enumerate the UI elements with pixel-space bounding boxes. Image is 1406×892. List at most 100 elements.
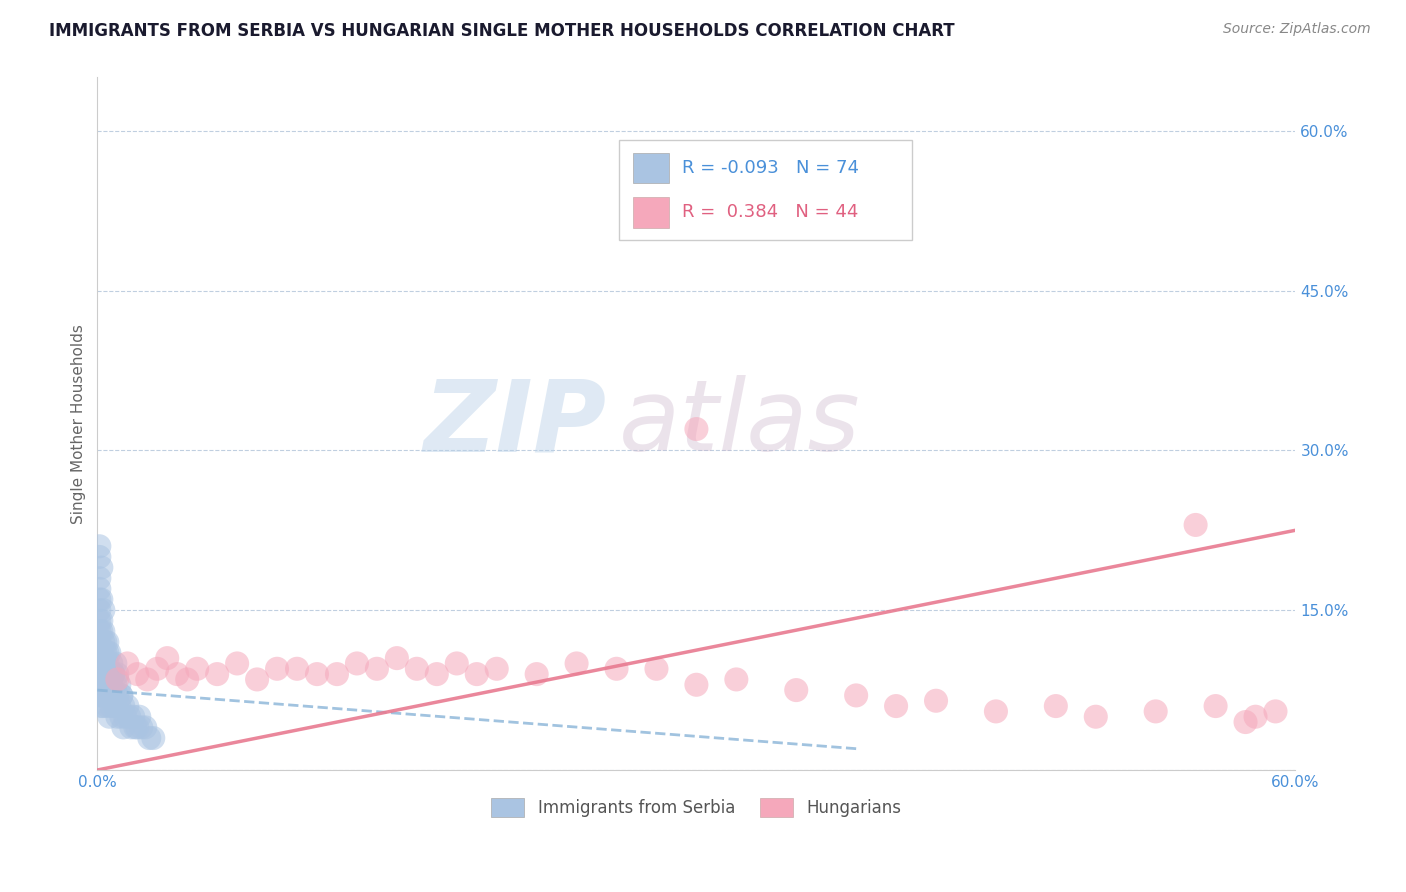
Point [94,646,117,660]
Point [94,667,117,681]
Point [465,667,488,681]
Point [685,422,707,436]
FancyBboxPatch shape [633,197,669,227]
Point [124,720,146,734]
Point [138,731,160,745]
Point [104,657,127,671]
Point [285,662,308,676]
Point [136,673,159,687]
Point [129,720,152,734]
Point [89,614,111,628]
Point [146,662,169,676]
Point [117,699,139,714]
Point [98,667,121,681]
Point [526,667,548,681]
Point [89,539,111,553]
Point [89,678,111,692]
Point [117,657,139,671]
Point [845,689,868,703]
Point [89,689,111,703]
Point [226,657,249,671]
Point [925,694,948,708]
Point [90,689,112,703]
Point [1205,699,1227,714]
Point [93,699,115,714]
Point [94,689,117,703]
Text: Source: ZipAtlas.com: Source: ZipAtlas.com [1223,22,1371,37]
Point [103,689,125,703]
Text: atlas: atlas [619,376,860,472]
Point [884,699,907,714]
Point [90,614,112,628]
Point [98,646,121,660]
Point [93,667,115,681]
Point [93,689,115,703]
Point [114,710,136,724]
Point [685,678,707,692]
FancyBboxPatch shape [633,153,669,184]
Point [90,624,112,639]
Point [984,705,1007,719]
Point [142,731,165,745]
Point [89,549,111,564]
Point [98,689,121,703]
Point [93,635,115,649]
Point [122,710,145,724]
Point [90,667,112,681]
Point [105,710,128,724]
Point [89,592,111,607]
Point [89,667,111,681]
Text: R =  0.384   N = 44: R = 0.384 N = 44 [682,203,859,221]
Point [426,667,449,681]
Point [118,710,141,724]
Point [100,678,122,692]
Point [112,720,135,734]
Point [93,657,115,671]
Point [166,667,188,681]
Point [366,662,388,676]
Point [405,662,427,676]
Point [385,651,408,665]
Point [100,699,122,714]
Point [134,720,156,734]
Point [1244,710,1267,724]
Point [105,667,128,681]
Point [89,635,111,649]
Point [96,635,118,649]
Point [96,646,118,660]
Point [1184,517,1206,532]
Point [485,662,508,676]
Point [96,657,118,671]
Point [93,603,115,617]
Point [186,662,208,676]
Point [103,667,125,681]
Point [93,624,115,639]
Point [120,720,142,734]
Text: IMMIGRANTS FROM SERBIA VS HUNGARIAN SINGLE MOTHER HOUSEHOLDS CORRELATION CHART: IMMIGRANTS FROM SERBIA VS HUNGARIAN SING… [49,22,955,40]
Point [645,662,668,676]
Point [1264,705,1286,719]
Point [105,673,128,687]
Point [89,582,111,596]
Point [110,689,132,703]
Point [89,603,111,617]
Point [112,699,135,714]
Point [90,592,112,607]
Point [94,635,117,649]
Point [94,678,117,692]
Point [100,657,122,671]
Point [89,657,111,671]
Point [205,667,228,681]
Point [96,678,118,692]
FancyBboxPatch shape [619,140,912,240]
Point [326,667,349,681]
Point [565,657,588,671]
Y-axis label: Single Mother Households: Single Mother Households [72,324,86,524]
Point [98,710,121,724]
Point [266,662,288,676]
Point [1144,705,1167,719]
Point [110,710,132,724]
Point [127,720,149,734]
Point [105,689,128,703]
Point [1084,710,1107,724]
